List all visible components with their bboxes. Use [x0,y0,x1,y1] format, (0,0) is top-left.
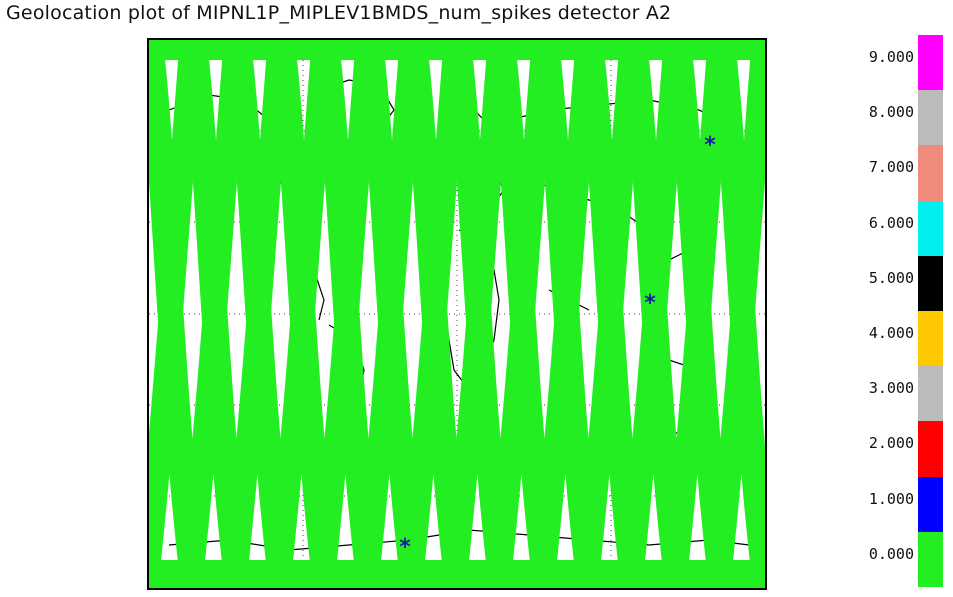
colorbar-segment [918,531,943,588]
colorbar-tick-label: 2.000 [868,434,914,453]
colorbar-tick-label: 4.000 [868,324,914,342]
colorbar-segment [918,90,943,146]
swath-track [399,40,467,588]
swath-track [487,40,555,588]
marker-antarctica: * [399,535,411,560]
colorbar-tick-label: 8.000 [868,103,914,122]
colorbar-segment [918,200,943,257]
colorbar-tick-label: 0.000 [868,544,914,563]
swath-track [179,40,247,588]
swath-track [707,40,765,588]
colorbar-segment [918,366,943,422]
swath-track [355,40,423,588]
swath-track [663,40,731,588]
swath-track [619,40,687,588]
plot-title: Geolocation plot of MIPNL1P_MIPLEV1BMDS_… [6,2,672,24]
colorbar-tick-label: 1.000 [868,489,914,508]
map-canvas: * * * [149,40,765,588]
swath-track [443,40,511,588]
colorbar-segment [918,35,943,91]
swath-track [267,40,335,588]
colorbar-segment [918,145,943,202]
colorbar-tick-label: 9.000 [868,48,914,66]
swath-track [531,40,599,588]
colorbar [918,35,943,588]
colorbar-tick-label: 3.000 [868,379,914,398]
swath-tracks [149,40,765,588]
swath-track [223,40,291,588]
geolocation-map[interactable]: * * * [147,38,767,590]
colorbar-segment [918,421,943,478]
colorbar-tick-label: 6.000 [868,213,914,232]
marker-indonesia: * [644,291,656,316]
marker-north-pacific: * [704,133,716,158]
colorbar-segment [918,476,943,533]
colorbar-tick-label: 5.000 [868,268,914,287]
swath-track [575,40,643,588]
colorbar-segment [918,255,943,312]
swath-track [311,40,379,588]
swath-track [149,40,203,588]
colorbar-tick-label: 7.000 [868,158,914,177]
detection-markers: * * * [399,133,716,560]
colorbar-segment [918,311,943,367]
